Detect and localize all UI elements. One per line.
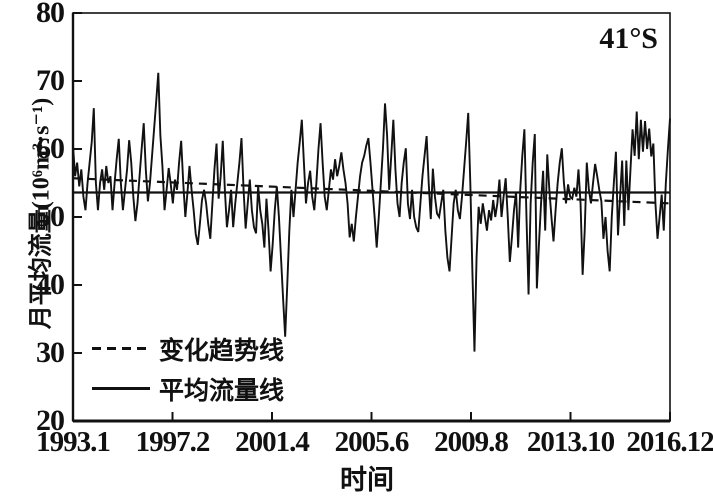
legend-row-trend: 变化趋势线 [92, 334, 284, 365]
trend-line [72, 177, 671, 205]
x-axis-title: 时间 [340, 465, 394, 495]
y-tick-label: 20 [36, 404, 65, 437]
x-tick-label: 2009.8 [434, 426, 509, 458]
y-tick-label: 70 [36, 64, 65, 97]
x-tick-label: 2005.6 [334, 426, 410, 458]
legend-label-trend: 变化趋势线 [159, 337, 285, 365]
legend-row-mean: 平均流量线 [92, 374, 284, 405]
x-tick-label: 1997.2 [135, 426, 211, 458]
solid-line-sample [92, 387, 150, 390]
x-tick-label: 2013.10 [526, 426, 615, 458]
x-tick-label: 2016.12 [626, 426, 713, 458]
y-tick-label: 50 [36, 200, 65, 233]
y-tick-label: 60 [36, 132, 65, 165]
dashed-line-sample [92, 347, 150, 350]
legend-label-mean: 平均流量线 [159, 377, 285, 405]
y-tick-label: 30 [36, 336, 65, 369]
monthly-flow-series-line [72, 72, 671, 352]
y-tick-label: 80 [36, 0, 65, 29]
y-tick-label: 40 [36, 268, 65, 301]
legend: 变化趋势线 平均流量线 [92, 334, 284, 414]
x-tick-label: 2001.4 [235, 426, 310, 458]
latitude-annotation: 41°S [599, 22, 658, 55]
y-axis-title: 月平均流量(10⁶m³·s⁻¹) [28, 97, 55, 330]
x-tick-label: 1993.1 [36, 426, 111, 458]
